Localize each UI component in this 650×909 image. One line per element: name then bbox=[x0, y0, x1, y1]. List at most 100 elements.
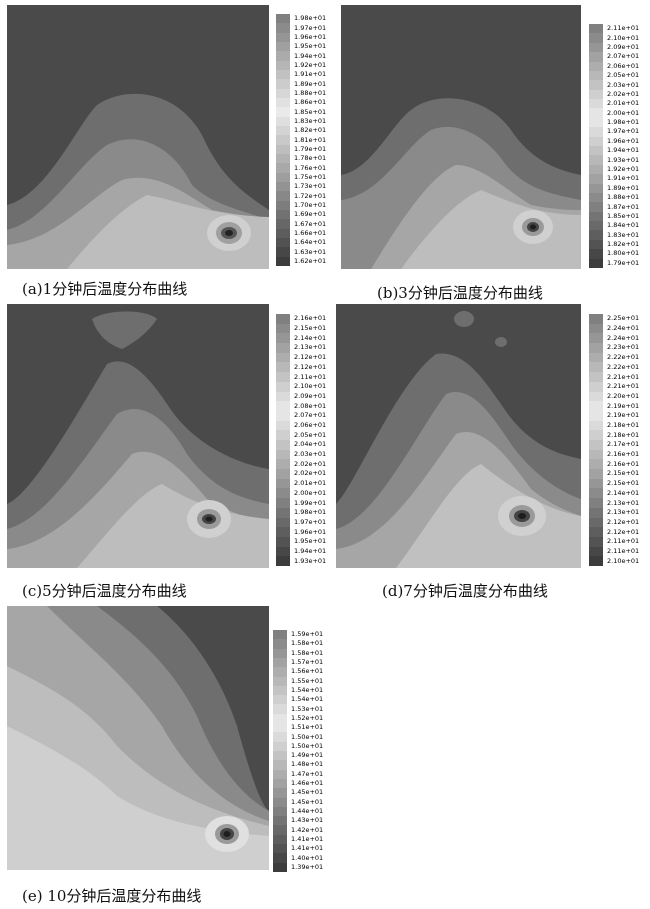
colorbar-swatch bbox=[589, 183, 603, 194]
colorbar-swatch bbox=[589, 155, 603, 166]
colorbar-tick-label: 1.63e+01 bbox=[294, 247, 327, 256]
colorbar-tick-label: 1.88e+01 bbox=[294, 88, 327, 97]
contour-plot-e bbox=[7, 606, 269, 870]
colorbar-swatch bbox=[589, 127, 603, 138]
colorbar-swatch bbox=[273, 751, 287, 761]
colorbar-tick-label: 2.14e+01 bbox=[294, 333, 327, 342]
colorbar-tick-label: 1.50e+01 bbox=[291, 741, 324, 750]
colorbar-tick-label: 2.10e+01 bbox=[607, 556, 640, 565]
colorbar-swatch bbox=[276, 430, 290, 441]
colorbar-tick-label: 2.05e+01 bbox=[607, 71, 640, 80]
colorbar-tick-label: 1.98e+01 bbox=[607, 118, 640, 127]
colorbar-swatch bbox=[589, 70, 603, 81]
colorbar-swatch bbox=[276, 507, 290, 519]
colorbar-tick-label: 2.04e+01 bbox=[294, 440, 327, 449]
colorbar-swatch bbox=[276, 469, 290, 480]
colorbar-tick-label: 2.21e+01 bbox=[607, 382, 640, 391]
colorbar-swatch bbox=[273, 816, 287, 826]
colorbar-swatch bbox=[276, 238, 290, 248]
colorbar-tick-label: 2.18e+01 bbox=[607, 430, 640, 439]
colorbar-swatch bbox=[276, 182, 290, 192]
colorbar-swatch bbox=[276, 536, 290, 548]
colorbar-tick-label: 2.12e+01 bbox=[607, 517, 640, 526]
colorbar-swatch bbox=[276, 314, 290, 325]
colorbar-tick-label: 1.94e+01 bbox=[294, 546, 327, 555]
colorbar-swatch bbox=[276, 210, 290, 220]
colorbar-tick-label: 1.45e+01 bbox=[291, 788, 324, 797]
colorbar-swatch bbox=[276, 517, 290, 528]
colorbar-swatch bbox=[589, 99, 603, 109]
colorbar-tick-label: 1.79e+01 bbox=[294, 144, 327, 153]
colorbar-tick-label: 1.59e+01 bbox=[291, 630, 324, 639]
colorbar-tick-label: 2.02e+01 bbox=[294, 459, 327, 468]
colorbar-tick-label: 1.41e+01 bbox=[291, 834, 324, 843]
colorbar-tick-label: 1.58e+01 bbox=[291, 639, 324, 648]
colorbar-tick-label: 1.57e+01 bbox=[291, 658, 324, 667]
colorbar-swatch bbox=[589, 42, 603, 53]
colorbar-tick-label: 1.99e+01 bbox=[294, 498, 327, 507]
colorbar-swatch bbox=[273, 723, 287, 733]
colorbar-tick-label: 1.89e+01 bbox=[294, 79, 327, 88]
colorbar-tick-label: 1.43e+01 bbox=[291, 816, 324, 825]
colorbar-tick-label: 1.96e+01 bbox=[294, 527, 327, 536]
colorbar-tick-label: 2.15e+01 bbox=[607, 469, 640, 478]
colorbar-swatch bbox=[589, 352, 603, 363]
colorbar-tick-label: 1.39e+01 bbox=[291, 862, 324, 871]
colorbar-swatch bbox=[276, 440, 290, 451]
colorbar-tick-label: 1.46e+01 bbox=[291, 779, 324, 788]
colorbar-swatch bbox=[276, 88, 290, 99]
colorbar-swatch bbox=[276, 14, 290, 24]
colorbar-swatch bbox=[273, 778, 287, 789]
colorbar-swatch bbox=[589, 430, 603, 441]
colorbar-tick-label: 2.18e+01 bbox=[607, 420, 640, 429]
colorbar-swatch bbox=[589, 221, 603, 231]
colorbar-swatch bbox=[273, 825, 287, 836]
colorbar-tick-label: 1.86e+01 bbox=[294, 98, 327, 107]
colorbar-a: 1.98e+01 1.97e+01 1.96e+01 1.95e+01 1.94e+01… bbox=[276, 14, 346, 267]
colorbar-tick-label: 1.97e+01 bbox=[607, 127, 640, 136]
colorbar-swatch bbox=[276, 200, 290, 211]
colorbar-swatch bbox=[589, 136, 603, 147]
colorbar-swatch bbox=[589, 536, 603, 548]
colorbar-tick-label: 1.49e+01 bbox=[291, 751, 324, 760]
colorbar-swatch bbox=[589, 381, 603, 393]
colorbar-swatch bbox=[589, 33, 603, 44]
colorbar-swatch bbox=[589, 498, 603, 509]
colorbar-tick-label: 1.82e+01 bbox=[294, 126, 327, 135]
colorbar-tick-label: 1.72e+01 bbox=[294, 191, 327, 200]
colorbar-swatch bbox=[276, 527, 290, 538]
colorbar-tick-label: 1.45e+01 bbox=[291, 797, 324, 806]
contour-plot-d bbox=[336, 304, 581, 568]
colorbar-swatch bbox=[273, 630, 287, 640]
colorbar-tick-label: 1.82e+01 bbox=[607, 240, 640, 249]
colorbar-swatch bbox=[276, 362, 290, 373]
colorbar-swatch bbox=[589, 556, 603, 567]
colorbar-swatch bbox=[276, 256, 290, 267]
colorbar-tick-label: 2.22e+01 bbox=[607, 362, 640, 371]
colorbar-swatch bbox=[589, 61, 603, 72]
colorbar-tick-label: 2.25e+01 bbox=[607, 314, 640, 323]
colorbar-swatch bbox=[276, 410, 290, 422]
colorbar-tick-label: 1.83e+01 bbox=[294, 116, 327, 125]
colorbar-swatch bbox=[589, 52, 603, 63]
colorbar-tick-label: 1.91e+01 bbox=[607, 174, 640, 183]
colorbar-swatch bbox=[589, 146, 603, 156]
colorbar-tick-label: 1.55e+01 bbox=[291, 676, 324, 685]
colorbar-tick-label: 1.78e+01 bbox=[294, 154, 327, 163]
colorbar-swatch bbox=[273, 685, 287, 696]
colorbar-tick-label: 1.54e+01 bbox=[291, 695, 324, 704]
colorbar-swatch bbox=[276, 126, 290, 136]
colorbar-tick-label: 1.40e+01 bbox=[291, 853, 324, 862]
colorbar-swatch bbox=[589, 192, 603, 203]
colorbar-swatch bbox=[589, 507, 603, 519]
colorbar-swatch bbox=[273, 741, 287, 752]
colorbar-swatch bbox=[276, 323, 290, 334]
colorbar-tick-label: 1.50e+01 bbox=[291, 732, 324, 741]
colorbar-tick-label: 1.92e+01 bbox=[607, 164, 640, 173]
colorbar-swatch bbox=[589, 459, 603, 470]
colorbar-swatch bbox=[276, 154, 290, 164]
colorbar-tick-label: 2.11e+01 bbox=[607, 537, 640, 546]
colorbar-tick-label: 2.16e+01 bbox=[607, 450, 640, 459]
colorbar-tick-label: 2.00e+01 bbox=[294, 488, 327, 497]
colorbar-tick-label: 2.10e+01 bbox=[294, 382, 327, 391]
